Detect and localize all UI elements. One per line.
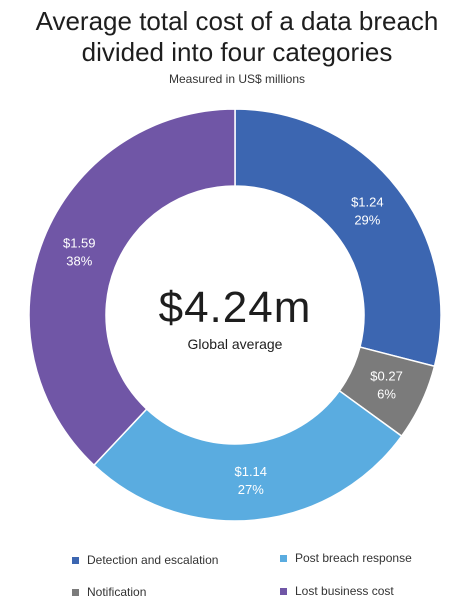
slice-percent-label-post-breach-response: 27% (238, 482, 264, 497)
legend-label-lost-business: Lost business cost (295, 584, 394, 598)
legend-item-detection: Detection and escalation (72, 553, 218, 567)
legend-swatch-detection (72, 556, 79, 564)
center-label: Global average (188, 336, 283, 352)
center-value: $4.24m (159, 283, 312, 332)
slice-value-label-detection-and-escalation: $1.24 (351, 194, 384, 209)
slice-percent-label-detection-and-escalation: 29% (354, 212, 380, 227)
legend-label-post-breach: Post breach response (295, 551, 412, 565)
slice-percent-label-lost-business-cost: 38% (66, 253, 92, 268)
chart-title: Average total cost of a data breach divi… (0, 6, 474, 68)
chart-title-line-2: divided into four categories (81, 37, 393, 67)
legend-label-notification: Notification (87, 585, 147, 599)
legend-item-post-breach: Post breach response (280, 551, 412, 565)
chart-subtitle: Measured in US$ millions (168, 72, 306, 86)
legend-item-lost-business: Lost business cost (280, 584, 394, 598)
slice-lost-business-cost (28, 108, 236, 467)
slice-post-breach-response (92, 389, 403, 522)
slice-value-label-notification: $0.27 (370, 368, 403, 383)
legend-label-detection: Detection and escalation (87, 553, 219, 567)
chart-title-line-1: Average total cost of a data breach (35, 6, 439, 36)
legend-swatch-lost-business (280, 587, 287, 595)
slice-value-label-lost-business-cost: $1.59 (63, 235, 96, 250)
slice-detection-and-escalation (234, 108, 442, 368)
legend-item-notification: Notification (72, 585, 146, 599)
legend-swatch-notification (72, 588, 79, 596)
slice-percent-label-notification: 6% (377, 386, 396, 401)
slice-value-label-post-breach-response: $1.14 (234, 464, 267, 479)
legend-swatch-post-breach (280, 554, 287, 562)
